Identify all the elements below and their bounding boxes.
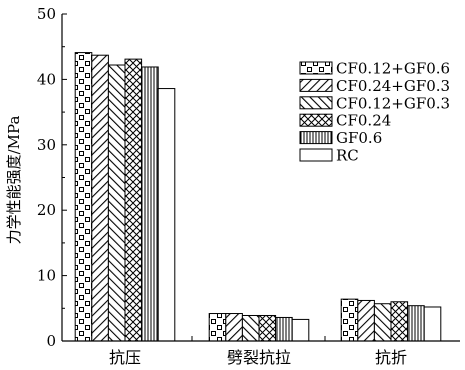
legend-swatch — [299, 61, 333, 75]
bar — [91, 54, 109, 342]
bar — [340, 298, 359, 342]
bar — [157, 88, 176, 342]
bar — [357, 299, 375, 342]
legend-label: CF0.12+GF0.6 — [336, 60, 450, 78]
bar — [407, 305, 425, 342]
bar — [291, 318, 310, 342]
category-label: 抗折 — [375, 348, 407, 367]
bar — [141, 66, 159, 342]
legend-label: CF0.12+GF0.3 — [336, 94, 450, 112]
bar — [107, 64, 126, 342]
legend-swatch — [299, 113, 333, 127]
category-label: 抗压 — [109, 348, 141, 367]
legend-label: CF0.24+GF0.3 — [336, 77, 450, 95]
legend-swatch — [299, 131, 333, 145]
legend: CF0.12+GF0.6CF0.24+GF0.3CF0.12+GF0.3CF0.… — [299, 60, 450, 165]
bar — [124, 58, 143, 342]
legend-swatch — [299, 78, 333, 92]
y-tick-label: 30 — [37, 136, 56, 154]
category-label: 劈裂抗拉 — [227, 348, 291, 367]
bar — [225, 313, 243, 342]
legend-label: GF0.6 — [336, 129, 382, 147]
bar — [423, 306, 442, 342]
legend-label: RC — [336, 147, 359, 165]
y-tick-label: 20 — [37, 201, 56, 219]
y-tick-label: 10 — [37, 267, 56, 285]
legend-label: CF0.24 — [336, 112, 391, 130]
y-tick-label: 50 — [37, 5, 56, 23]
bar — [74, 52, 93, 342]
bars — [74, 52, 442, 342]
legend-swatch — [299, 96, 333, 110]
y-axis-title: 力学性能强度/MPa — [5, 116, 23, 245]
axes: 0 10 20 30 40 50 抗压 劈裂抗拉 抗折 — [37, 5, 460, 367]
bar — [208, 313, 227, 342]
y-tick-label: 40 — [37, 70, 56, 88]
y-tick-label: 0 — [46, 332, 56, 350]
bar — [390, 301, 409, 342]
bar — [373, 303, 392, 342]
legend-swatch — [299, 148, 333, 162]
bar — [241, 314, 260, 342]
bar — [258, 314, 277, 342]
bar — [275, 316, 293, 342]
